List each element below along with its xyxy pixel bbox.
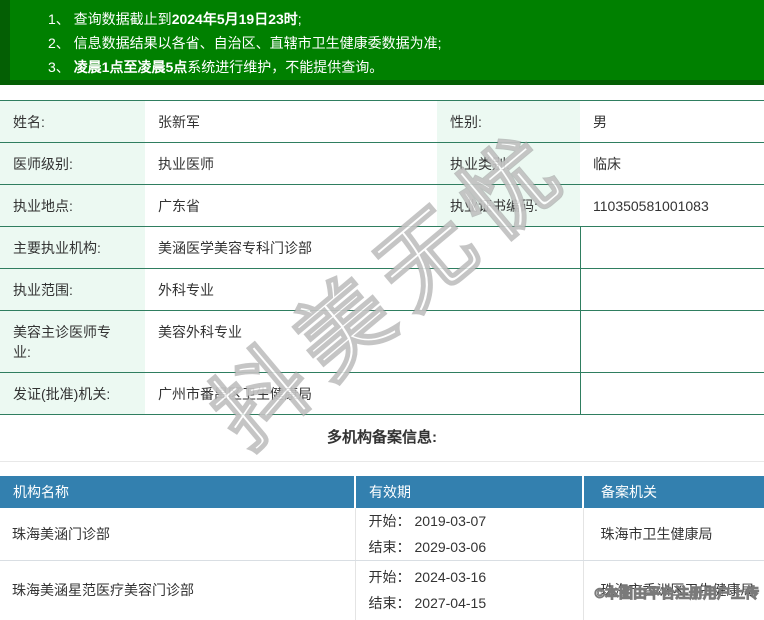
notice-text-bold: 凌晨1点至凌晨5点 (73, 59, 188, 75)
empty-cell (579, 372, 764, 415)
field-value-doctor-level: 执业医师 (158, 156, 214, 172)
end-date: 2027-04-15 (414, 595, 487, 612)
field-label-practice-category: 执业类别: (437, 142, 580, 185)
field-value-gender: 男 (593, 114, 607, 130)
start-date: 2019-03-07 (414, 513, 487, 529)
notice-text: 2、 信息数据结果以各省、自治区、直辖市卫生健康委数据为准; (48, 35, 442, 51)
end-label: 结束： (368, 539, 411, 555)
field-value-practice-category: 临床 (593, 156, 621, 172)
field-value-practice-scope: 外科专业 (158, 282, 214, 298)
field-value-certificate-no: 110350581001083 (593, 198, 709, 214)
notice-text: ; (297, 11, 302, 27)
validity-end: 结束： 2027-04-15 (369, 590, 583, 616)
field-label-main-institution: 主要执业机构: (0, 226, 145, 269)
table-header-row: 机构名称 有效期 备案机关 (0, 476, 764, 508)
field-label-practice-scope: 执业范围: (0, 268, 145, 311)
field-value-name: 张新军 (158, 114, 200, 130)
notice-line-1: 1、 查询数据截止到2024年5月19日23时; (48, 7, 750, 31)
table-row: 珠海美涵星范医疗美容门诊部 开始： 2024-03-16 结束： 2027-04-1… (0, 560, 764, 620)
empty-cell (579, 268, 764, 311)
column-header-org-name: 机构名称 (0, 476, 355, 508)
notice-line-2: 2、 信息数据结果以各省、自治区、直辖市卫生健康委数据为准; (48, 31, 750, 55)
field-label-name: 姓名: (0, 100, 145, 143)
notice-text: 系统进行维护，不能提供查询。 (187, 59, 384, 75)
table-row: 珠海美涵门诊部 开始： 2019-03-07 结束： 2029-03-06 珠海市卫… (0, 508, 764, 561)
notice-panel: 1、 查询数据截止到2024年5月19日23时; 2、 信息数据结果以各省、自治… (0, 0, 764, 85)
field-value-main-institution: 美涵医学美容专科门诊部 (158, 240, 312, 256)
column-header-validity: 有效期 (354, 476, 583, 508)
validity-cell: 开始： 2024-03-16 结束： 2027-04-15 (354, 560, 583, 620)
column-header-authority: 备案机关 (582, 476, 764, 508)
table-row: 主要执业机构: 美涵医学美容专科门诊部 (0, 226, 764, 269)
table-row: 美容主诊医师专业: 美容外科专业 (0, 310, 764, 373)
start-label: 开始： (368, 513, 411, 529)
practitioner-profile-table: 姓名: 张新军 性别: 男 医师级别: 执业医师 执业类别: 临床 执业地点: … (0, 100, 764, 415)
empty-cell (579, 226, 764, 269)
org-name-cell: 珠海美涵门诊部 (0, 508, 355, 561)
divider (0, 461, 764, 462)
field-label-practice-location: 执业地点: (0, 184, 145, 227)
notice-line-3: 3、 凌晨1点至凌晨5点系统进行维护，不能提供查询。 (48, 55, 750, 79)
table-row: 医师级别: 执业医师 执业类别: 临床 (0, 142, 764, 185)
validity-start: 开始： 2019-03-07 (369, 508, 583, 534)
table-row: 发证(批准)机关: 广州市番禺区卫生健康局 (0, 372, 764, 415)
empty-cell (579, 310, 764, 373)
end-label: 结束： (368, 595, 411, 612)
table-row: 执业地点: 广东省 执业证书编码: 110350581001083 (0, 184, 764, 227)
authority-cell: 珠海市香洲区卫生健康局 (582, 560, 764, 620)
field-value-issuing-authority: 广州市番禺区卫生健康局 (158, 386, 312, 402)
field-label-gender: 性别: (437, 100, 580, 143)
table-row: 执业范围: 外科专业 (0, 268, 764, 311)
validity-end: 结束： 2029-03-06 (369, 534, 583, 560)
start-label: 开始： (368, 569, 411, 586)
table-row: 姓名: 张新军 性别: 男 (0, 100, 764, 143)
field-value-practice-location: 广东省 (158, 198, 200, 214)
notice-text: 1、 查询数据截止到 (48, 11, 172, 27)
org-name-cell: 珠海美涵星范医疗美容门诊部 (12, 582, 194, 599)
validity-start: 开始： 2024-03-16 (369, 564, 583, 590)
start-date: 2024-03-16 (414, 569, 487, 586)
field-label-issuing-authority: 发证(批准)机关: (0, 372, 145, 415)
end-date: 2029-03-06 (414, 539, 487, 555)
authority-cell: 珠海市卫生健康局 (582, 508, 764, 561)
registrations-table: 机构名称 有效期 备案机关 珠海美涵门诊部 开始： 2019-03-07 结束： 2… (0, 476, 764, 620)
field-label-doctor-level: 医师级别: (0, 142, 145, 185)
validity-cell: 开始： 2019-03-07 结束： 2029-03-06 (354, 508, 583, 561)
notice-text: 3、 (48, 59, 74, 75)
field-label-cosmetic-specialty: 美容主诊医师专业: (0, 310, 145, 373)
field-label-certificate-no: 执业证书编码: (437, 184, 580, 227)
notice-text-bold: 2024年5月19日23时 (171, 11, 298, 27)
field-value-cosmetic-specialty: 美容外科专业 (158, 324, 242, 340)
section-title-multi-institution: 多机构备案信息: (327, 429, 437, 446)
